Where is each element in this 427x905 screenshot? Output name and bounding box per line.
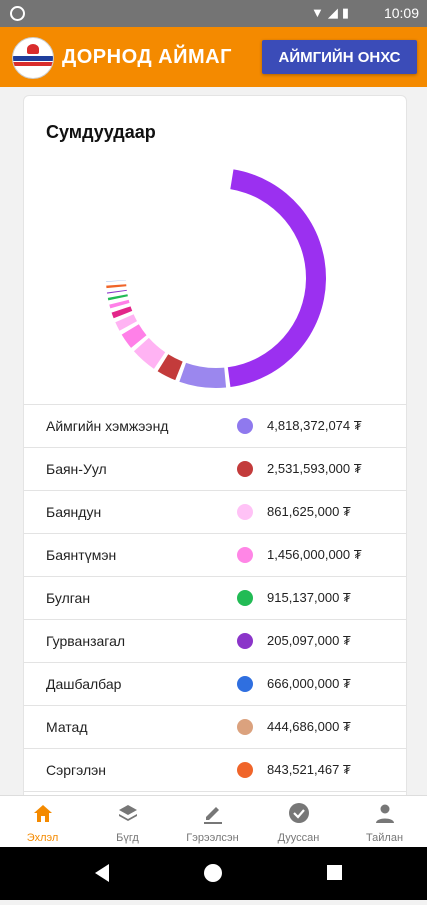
legend-swatch — [237, 633, 253, 649]
system-nav-bar — [0, 847, 427, 900]
app-bar: ДОРНОД АЙМАГ АЙМГИЙН ОНХС — [0, 27, 427, 87]
legend-label: Баяндун — [46, 504, 102, 520]
home-system-icon[interactable] — [204, 864, 222, 882]
legend-swatch — [237, 418, 253, 434]
legend-swatch — [237, 547, 253, 563]
donut-slice[interactable] — [227, 169, 326, 388]
recents-icon[interactable] — [327, 865, 342, 880]
nav-label: Бүгд — [116, 832, 139, 844]
donut-slice[interactable] — [133, 337, 166, 369]
nav-item[interactable]: Бүгд — [85, 796, 170, 848]
legend-value: 205,097,000 ₮ — [267, 633, 351, 648]
nav-label: Гэрээлсэн — [186, 832, 239, 844]
legend-value: 4,818,372,074 ₮ — [267, 418, 362, 433]
status-bar: ▼◢▮ 10:09 — [0, 0, 427, 27]
donut-slice[interactable] — [111, 306, 133, 319]
legend-row[interactable]: Дашбалбар 666,000,000 ₮ — [24, 663, 406, 706]
legend-row[interactable]: Гурванзагал 205,097,000 ₮ — [24, 620, 406, 663]
legend-row[interactable]: Булган 915,137,000 ₮ — [24, 577, 406, 620]
legend-list: Аймгийн хэмжээнд 4,818,372,074 ₮ Баян-Уул 2… — [24, 404, 406, 792]
legend-label: Дашбалбар — [46, 676, 122, 692]
legend-swatch — [237, 590, 253, 606]
nav-label: Эхлэл — [26, 832, 59, 844]
legend-label: Аймгийн хэмжээнд — [46, 418, 169, 434]
legend-swatch — [237, 719, 253, 735]
legend-swatch — [237, 504, 253, 520]
notification-icon — [10, 6, 25, 21]
nav-item[interactable]: Тайлан — [342, 796, 427, 848]
donut-slice[interactable] — [121, 324, 147, 348]
back-icon[interactable] — [95, 864, 109, 882]
legend-label: Матад — [46, 719, 88, 735]
legend-value: 915,137,000 ₮ — [267, 590, 351, 605]
legend-value: 444,686,000 ₮ — [267, 719, 351, 734]
layers-icon — [117, 802, 139, 824]
donut-slice[interactable] — [115, 314, 138, 331]
donut-slice[interactable] — [106, 280, 127, 282]
legend-value: 861,625,000 ₮ — [267, 504, 351, 519]
legend-label: Гурванзагал — [46, 633, 126, 649]
legend-row[interactable]: Баян-Уул 2,531,593,000 ₮ — [24, 448, 406, 491]
legend-swatch — [237, 762, 253, 778]
legend-swatch — [237, 461, 253, 477]
legend-value: 2,531,593,000 ₮ — [267, 461, 362, 476]
status-icons: ▼◢▮ — [310, 5, 353, 20]
nav-label: Тайлан — [365, 832, 404, 844]
summary-card: Сумдуудаар Аймгийн хэмжээнд 4,818,372,074… — [23, 95, 407, 817]
aimag-onhs-button[interactable]: АЙМГИЙН ОНХС — [262, 40, 417, 74]
legend-value: 666,000,000 ₮ — [267, 676, 351, 691]
donut-slice[interactable] — [109, 299, 130, 309]
donut-slice[interactable] — [179, 362, 227, 388]
legend-label: Булган — [46, 590, 91, 606]
legend-label: Баянтүмэн — [46, 547, 117, 563]
donut-slice[interactable] — [106, 284, 127, 289]
home-icon — [32, 802, 54, 824]
legend-row[interactable]: Баянтүмэн 1,456,000,000 ₮ — [24, 534, 406, 577]
bottom-nav: Эхлэл Бүгд Гэрээлсэн Дууссан Тайлан — [0, 795, 427, 848]
donut-slice[interactable] — [157, 354, 183, 381]
legend-label: Сэргэлэн — [46, 762, 107, 778]
legend-value: 843,521,467 ₮ — [267, 762, 351, 777]
legend-row[interactable]: Баяндун 861,625,000 ₮ — [24, 491, 406, 534]
legend-row[interactable]: Аймгийн хэмжээнд 4,818,372,074 ₮ — [24, 404, 406, 448]
person-icon — [374, 802, 396, 824]
donut-slice[interactable] — [107, 294, 128, 301]
legend-label: Баян-Уул — [46, 461, 107, 477]
legend-row[interactable]: Сэргэлэн 843,521,467 ₮ — [24, 749, 406, 792]
legend-value: 1,456,000,000 ₮ — [267, 547, 362, 562]
clock: 10:09 — [383, 5, 419, 21]
nav-item[interactable]: Эхлэл — [0, 796, 85, 848]
legend-row[interactable]: Матад 444,686,000 ₮ — [24, 706, 406, 749]
pen-icon — [202, 802, 224, 824]
logo-icon — [12, 37, 54, 79]
nav-label: Дууссан — [277, 832, 320, 844]
check-circle-icon — [288, 802, 310, 824]
card-title: Сумдуудаар — [46, 122, 156, 142]
nav-item[interactable]: Дууссан — [256, 796, 341, 848]
app-title: ДОРНОД АЙМАГ — [62, 46, 232, 68]
nav-item[interactable]: Гэрээлсэн — [170, 796, 255, 848]
legend-swatch — [237, 676, 253, 692]
donut-chart — [106, 169, 326, 388]
donut-slice[interactable] — [106, 289, 127, 294]
